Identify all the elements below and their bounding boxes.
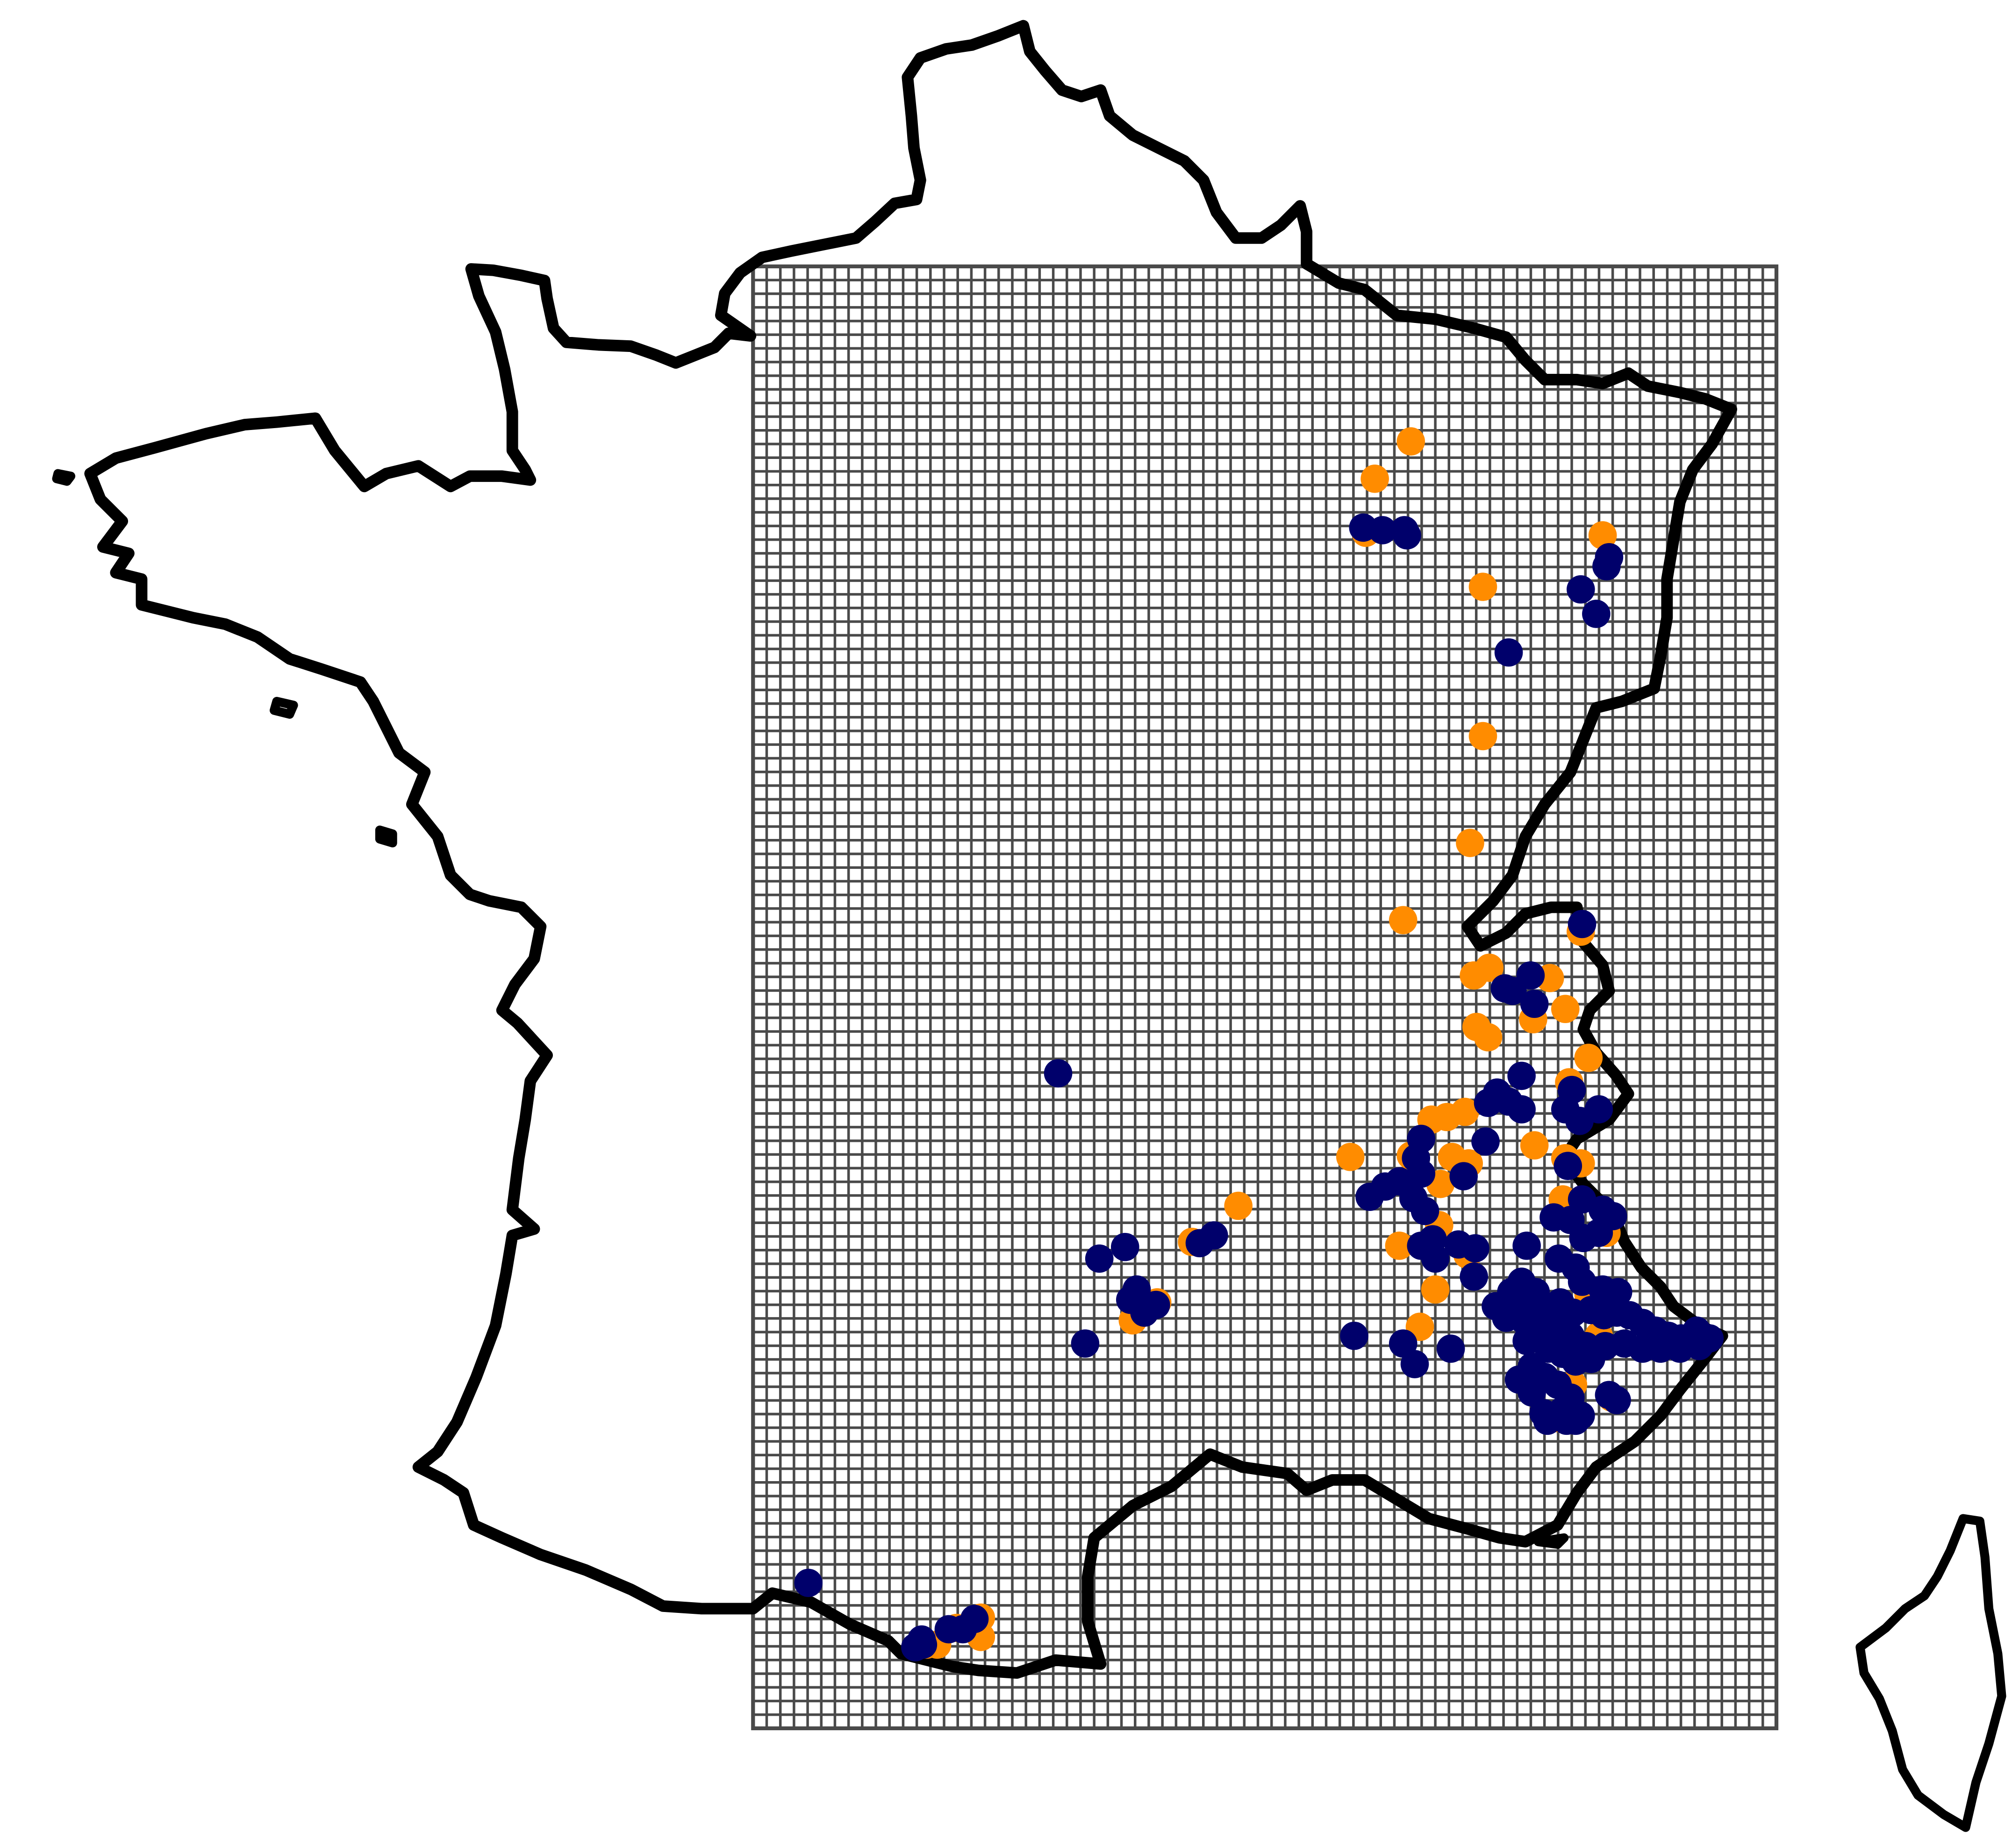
navy-point — [1110, 1232, 1139, 1261]
navy-point — [1539, 1203, 1568, 1232]
grid-border — [751, 264, 1779, 1731]
navy-point — [1490, 974, 1519, 1003]
navy-point — [1584, 1218, 1613, 1247]
navy-point — [948, 1615, 977, 1644]
navy-point — [1411, 1196, 1439, 1225]
navy-point — [1474, 1089, 1503, 1117]
navy-point — [1340, 1321, 1368, 1350]
navy-point — [1518, 1378, 1546, 1407]
mainland-france-outline — [84, 20, 1737, 1679]
orange-point — [1468, 573, 1497, 601]
navy-point — [1185, 1229, 1214, 1258]
navy-point — [1044, 1059, 1073, 1088]
navy-point — [1492, 1304, 1520, 1332]
orange-point — [1574, 1044, 1603, 1072]
navy-point — [1507, 1061, 1536, 1090]
navy-point — [1512, 1232, 1541, 1260]
navy-point — [1567, 575, 1595, 604]
orange-point — [1520, 1131, 1549, 1160]
navy-point — [1577, 1345, 1605, 1373]
corsica-outline — [1855, 1514, 2006, 1832]
navy-point — [1507, 1095, 1536, 1124]
orange-point — [1551, 995, 1580, 1024]
navy-series — [794, 513, 1724, 1662]
navy-point — [1085, 1244, 1114, 1273]
navy-point — [1449, 1162, 1478, 1190]
navy-point — [1520, 989, 1549, 1018]
navy-point — [1604, 1278, 1633, 1306]
navy-point — [1592, 552, 1621, 580]
country-outline — [52, 20, 2006, 1832]
navy-point — [1071, 1329, 1100, 1358]
navy-point — [909, 1630, 938, 1659]
island-outline-3 — [52, 469, 76, 486]
grid-layer — [751, 264, 1779, 1731]
orange-point — [1451, 1097, 1479, 1126]
orange-point — [1224, 1191, 1253, 1220]
navy-point — [1400, 1350, 1429, 1378]
orange-point — [1421, 1275, 1450, 1304]
navy-point — [1421, 1244, 1450, 1273]
grid-lines — [753, 266, 1776, 1728]
orange-point — [1456, 829, 1484, 857]
navy-point — [1368, 516, 1397, 544]
orange-point — [1385, 1232, 1414, 1260]
navy-point — [1130, 1298, 1159, 1327]
navy-point — [1512, 1326, 1541, 1355]
island-outline-4 — [1533, 1533, 1569, 1549]
orange-point — [1474, 1023, 1503, 1052]
island-outline-1 — [375, 825, 397, 848]
orange-point — [1389, 906, 1418, 935]
navy-point — [1582, 600, 1611, 628]
observation-points — [794, 427, 1724, 1662]
navy-point — [1565, 1106, 1594, 1135]
orange-point — [1468, 722, 1497, 751]
navy-point — [1436, 1334, 1465, 1363]
navy-point — [1407, 1159, 1436, 1188]
navy-point — [1471, 1127, 1500, 1156]
navy-point — [1568, 910, 1597, 938]
navy-point — [1389, 1329, 1418, 1358]
navy-point — [794, 1569, 823, 1597]
orange-point — [1360, 465, 1389, 493]
navy-point — [1461, 1234, 1489, 1263]
navy-point — [1460, 1262, 1488, 1291]
navy-point — [1393, 521, 1421, 550]
orange-point — [1396, 427, 1425, 456]
navy-point — [1554, 1152, 1582, 1180]
navy-point — [1355, 1182, 1384, 1211]
navy-point — [1561, 1406, 1590, 1435]
navy-point — [1603, 1386, 1631, 1415]
island-outline-2 — [270, 697, 298, 719]
orange-point — [1475, 953, 1504, 982]
orange-point — [1336, 1143, 1365, 1171]
navy-point — [1494, 638, 1523, 667]
orange-point — [1588, 521, 1617, 550]
